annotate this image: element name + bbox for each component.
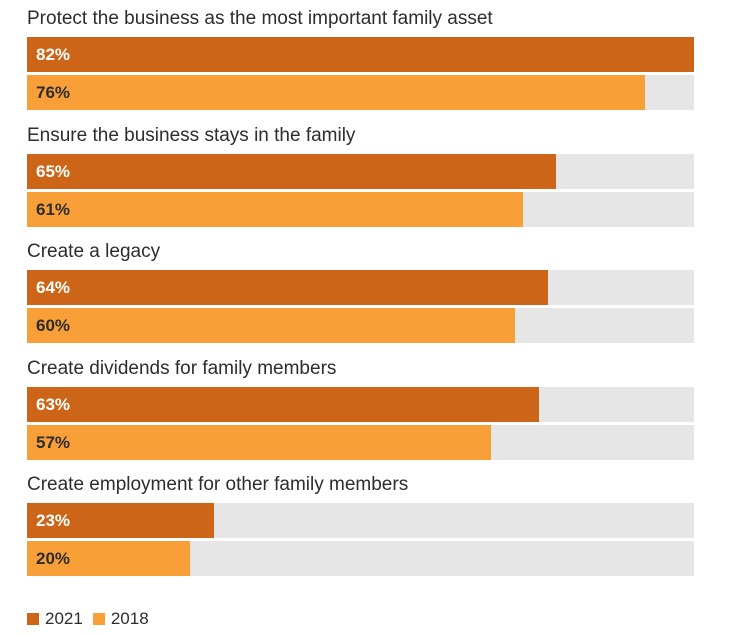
bar-2021: 64% (27, 270, 548, 305)
bar-value-label: 63% (36, 394, 71, 414)
bar-value-label: 60% (36, 316, 71, 335)
legend-label: 2018 (110, 609, 149, 628)
bar-2018: 20% (27, 541, 190, 576)
category-label: Ensure the business stays in the family (27, 124, 356, 146)
bar-value-label: 23% (36, 511, 71, 530)
category-label: Create employment for other family membe… (27, 474, 409, 495)
bar-2018: 61% (27, 191, 524, 227)
bar-2021: 65% (27, 153, 556, 189)
bar-value-label: 57% (36, 432, 71, 452)
bar-track: 60% (27, 308, 694, 343)
bar-track: 61% (27, 191, 694, 227)
category-label: Create a legacy (27, 241, 161, 262)
bar-track: 64% (27, 270, 694, 305)
bar-track: 63% (27, 386, 694, 422)
bar-2018: 76% (27, 75, 646, 110)
category-label: Create dividends for family members (27, 357, 337, 379)
bar-value-label: 82% (36, 45, 71, 64)
bar-2021: 82% (27, 37, 694, 72)
legend-swatch (27, 613, 39, 625)
bar-track: 76% (27, 75, 694, 110)
category-group: Protect the business as the most importa… (27, 8, 694, 118)
category-group: Create employment for other family membe… (27, 474, 694, 584)
bar-2018: 60% (27, 308, 516, 343)
bar-value-label: 61% (36, 199, 71, 219)
legend-swatch (92, 613, 105, 625)
bar-track: 23% (27, 503, 694, 538)
bar-2021: 63% (27, 386, 540, 422)
category-group: Ensure the business stays in the family 6… (27, 125, 694, 235)
category-label: Protect the business as the most importa… (27, 8, 493, 29)
bar-chart: Protect the business as the most importa… (27, 8, 694, 584)
bar-2021: 23% (27, 503, 215, 538)
category-group: Create dividends for family members 63% 57… (27, 358, 694, 468)
legend-item-2021: 2021 (27, 609, 83, 629)
bar-value-label: 64% (36, 278, 71, 297)
bar-track: 57% (27, 424, 694, 460)
bar-track: 65% (27, 153, 694, 189)
bar-value-label: 76% (36, 83, 71, 102)
bar-track: 20% (27, 541, 694, 576)
bar-track: 82% (27, 37, 694, 72)
legend: 2021 2018 (27, 609, 159, 629)
legend-item-2018: 2018 (92, 609, 149, 629)
bar-value-label: 65% (36, 161, 71, 181)
legend-label: 2021 (45, 609, 83, 628)
category-group: Create a legacy 64% 60% (27, 241, 694, 351)
bar-value-label: 20% (36, 549, 71, 568)
bar-2018: 57% (27, 424, 491, 460)
